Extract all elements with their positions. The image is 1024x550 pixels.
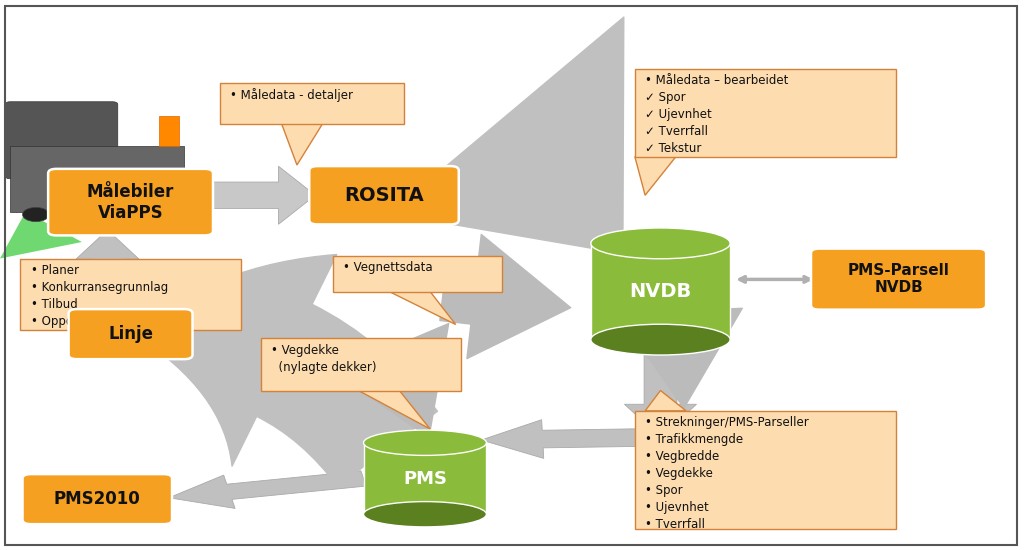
Text: • Vegnettsdata: • Vegnettsdata	[343, 261, 433, 274]
Text: PMS2010: PMS2010	[54, 490, 140, 508]
Text: • Måledata – bearbeidet
✓ Spor
✓ Ujevnhet
✓ Tverrfall
✓ Tekstur: • Måledata – bearbeidet ✓ Spor ✓ Ujevnhe…	[645, 74, 788, 155]
Polygon shape	[635, 157, 676, 195]
FancyArrow shape	[76, 230, 139, 313]
FancyBboxPatch shape	[220, 82, 404, 124]
Ellipse shape	[591, 324, 730, 355]
FancyArrow shape	[210, 166, 315, 224]
FancyBboxPatch shape	[23, 474, 172, 524]
FancyBboxPatch shape	[309, 166, 459, 224]
Circle shape	[104, 207, 131, 222]
Ellipse shape	[591, 228, 730, 258]
FancyBboxPatch shape	[635, 69, 896, 157]
FancyArrow shape	[625, 341, 696, 437]
Text: • Planer
• Konkurransegrunnlag
• Tilbud
• Oppdatering dekkedata: • Planer • Konkurransegrunnlag • Tilbud …	[31, 264, 181, 328]
Bar	[364, 443, 486, 514]
Text: Linje: Linje	[109, 325, 153, 343]
Text: • Måledata - detaljer: • Måledata - detaljer	[230, 88, 353, 102]
FancyBboxPatch shape	[5, 102, 118, 179]
Circle shape	[23, 207, 49, 222]
Polygon shape	[358, 390, 430, 429]
FancyBboxPatch shape	[811, 249, 986, 310]
FancyBboxPatch shape	[635, 411, 896, 529]
FancyArrow shape	[169, 471, 367, 508]
Polygon shape	[282, 124, 323, 165]
FancyBboxPatch shape	[333, 256, 502, 292]
Polygon shape	[389, 292, 456, 324]
Ellipse shape	[364, 430, 486, 455]
FancyBboxPatch shape	[159, 116, 179, 146]
Text: PMS: PMS	[403, 470, 446, 487]
FancyBboxPatch shape	[261, 338, 461, 390]
FancyBboxPatch shape	[48, 169, 213, 235]
FancyArrow shape	[481, 420, 660, 458]
Bar	[591, 244, 730, 340]
Text: NVDB: NVDB	[630, 282, 691, 301]
Text: • Vegdekke
  (nylagte dekker): • Vegdekke (nylagte dekker)	[271, 344, 377, 374]
Text: Målebiler
ViaPPS: Målebiler ViaPPS	[87, 183, 174, 222]
Ellipse shape	[364, 502, 486, 527]
Polygon shape	[92, 330, 133, 355]
Text: PMS-Parsell
NVDB: PMS-Parsell NVDB	[848, 263, 949, 295]
FancyBboxPatch shape	[69, 309, 193, 359]
Polygon shape	[0, 212, 82, 258]
FancyBboxPatch shape	[10, 146, 184, 212]
Text: ROSITA: ROSITA	[344, 186, 424, 205]
FancyBboxPatch shape	[20, 258, 241, 330]
Polygon shape	[645, 390, 686, 411]
Text: • Strekninger/PMS-Parseller
• Trafikkmengde
• Vegbredde
• Vegdekke
• Spor
• Ujev: • Strekninger/PMS-Parseller • Trafikkmen…	[645, 416, 809, 531]
